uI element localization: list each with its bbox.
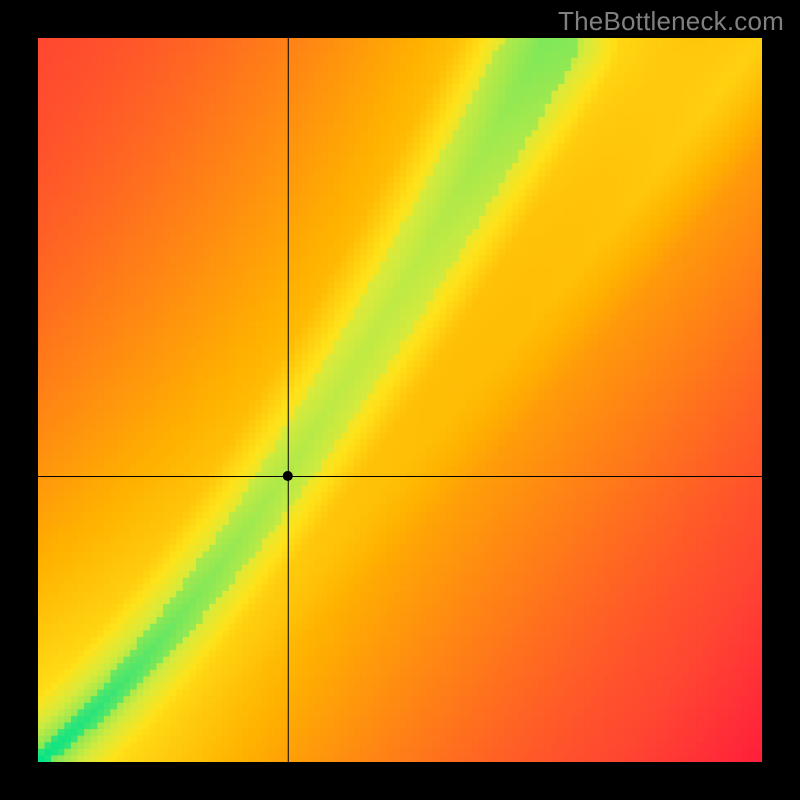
image-frame: TheBottleneck.com bbox=[0, 0, 800, 800]
watermark-text: TheBottleneck.com bbox=[558, 6, 784, 37]
heatmap-plot bbox=[38, 38, 762, 762]
heatmap-canvas bbox=[38, 38, 762, 762]
